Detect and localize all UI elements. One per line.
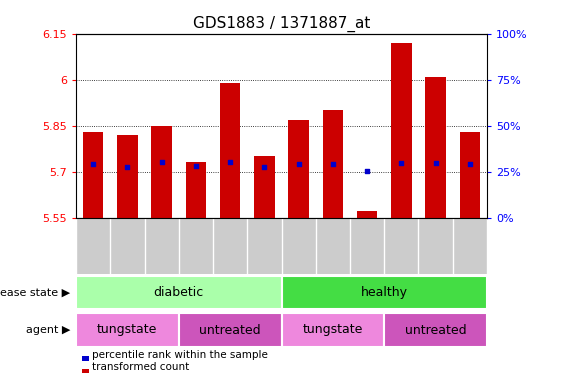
- Point: [260, 164, 269, 170]
- Point: [226, 159, 235, 165]
- Point: [123, 164, 132, 170]
- Text: tungstate: tungstate: [303, 324, 363, 336]
- Bar: [426, 76, 446, 218]
- Text: healthy: healthy: [361, 286, 408, 299]
- Bar: [117, 135, 138, 218]
- Bar: [83, 132, 104, 218]
- Bar: [151, 126, 172, 218]
- Bar: [288, 120, 309, 218]
- Point: [466, 161, 475, 167]
- Bar: [186, 162, 206, 218]
- Text: percentile rank within the sample: percentile rank within the sample: [92, 350, 267, 360]
- Bar: [220, 83, 240, 218]
- Point: [191, 163, 200, 169]
- Text: disease state ▶: disease state ▶: [0, 288, 70, 297]
- Point: [397, 160, 406, 166]
- Title: GDS1883 / 1371887_at: GDS1883 / 1371887_at: [193, 16, 370, 32]
- Bar: [323, 110, 343, 218]
- Bar: [459, 132, 480, 218]
- Text: agent ▶: agent ▶: [26, 325, 70, 335]
- Bar: [254, 156, 275, 218]
- Bar: [385, 313, 487, 347]
- Bar: [391, 43, 412, 218]
- Bar: [179, 313, 282, 347]
- Text: transformed count: transformed count: [92, 362, 189, 372]
- Bar: [76, 313, 179, 347]
- Text: tungstate: tungstate: [97, 324, 158, 336]
- Bar: [76, 276, 282, 309]
- Text: untreated: untreated: [405, 324, 466, 336]
- Point: [157, 159, 166, 165]
- Point: [88, 161, 97, 167]
- Bar: [357, 211, 377, 217]
- Point: [431, 160, 440, 166]
- Bar: [282, 276, 487, 309]
- Point: [294, 161, 303, 167]
- Text: untreated: untreated: [199, 324, 261, 336]
- Text: diabetic: diabetic: [154, 286, 204, 299]
- Bar: [282, 313, 384, 347]
- Point: [328, 161, 337, 167]
- Point: [363, 168, 372, 174]
